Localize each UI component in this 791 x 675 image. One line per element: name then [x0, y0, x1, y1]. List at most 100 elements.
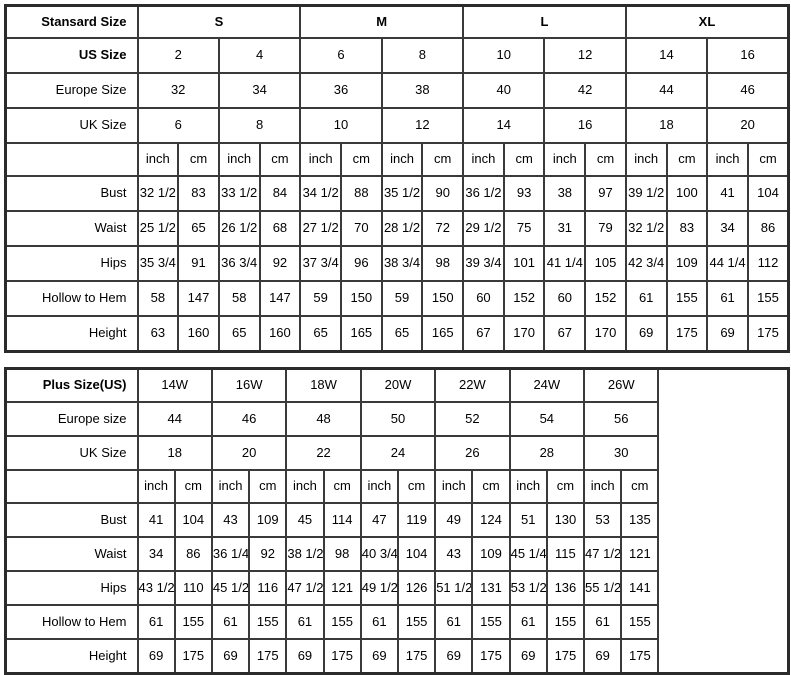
size-value: 8 [380, 37, 465, 74]
measurement-value: 155 [620, 604, 660, 640]
plus-size-row: UK Size 18 20 22 24 26 28 30 [4, 435, 789, 471]
measurement-value: 170 [584, 315, 627, 353]
unit-header-cm: cm [421, 142, 465, 177]
measurement-value: 59 [380, 280, 424, 317]
size-value: 12 [380, 107, 465, 144]
plus-size-header-18w: 18W [285, 367, 362, 403]
measurement-value: 26 1/2 [217, 210, 261, 247]
measurement-value: 45 [285, 502, 325, 538]
measurement-value: 36 1/2 [462, 175, 505, 212]
measurement-value: 141 [620, 570, 660, 606]
measurement-value: 47 1/2 [285, 570, 325, 606]
row-label-height: Height [4, 638, 139, 675]
row-label-hollow-to-hem: Hollow to Hem [4, 604, 139, 640]
unit-header-inch: inch [583, 469, 623, 504]
measurement-value: 175 [471, 638, 511, 675]
measurement-value: 49 1/2 [359, 570, 399, 606]
size-value: 18 [624, 107, 709, 144]
size-value: 18 [136, 435, 213, 471]
measurement-value: 69 [210, 638, 251, 675]
unit-header-cm: cm [502, 142, 546, 177]
unit-header-cm: cm [173, 469, 213, 504]
measurement-value: 96 [339, 245, 383, 282]
measurement-value: 155 [173, 604, 213, 640]
size-value: 24 [359, 435, 437, 471]
measurement-value: 88 [339, 175, 383, 212]
measurement-value: 175 [396, 638, 437, 675]
measurement-value: 65 [217, 315, 261, 353]
measurement-value: 86 [173, 536, 213, 572]
measurement-value: 104 [746, 175, 790, 212]
plus-measurement-row: Hollow to Hem 61 155 61 155 61 155 61 155 61 155 61… [4, 604, 789, 640]
measurement-value: 152 [584, 280, 627, 317]
measurement-row: Bust 32 1/2 83 33 1/2 84 34 1/2 88 35 1/2 90 36 1… [4, 175, 790, 212]
size-value: 46 [210, 401, 288, 437]
row-label-bust: Bust [4, 175, 139, 212]
measurement-value: 101 [502, 245, 546, 282]
measurement-value: 75 [502, 210, 546, 247]
size-value: 2 [136, 37, 220, 74]
measurement-value: 28 1/2 [380, 210, 424, 247]
size-group-header-l: L [462, 4, 627, 39]
plus-size-header-24w: 24W [508, 367, 586, 403]
measurement-value: 34 [136, 536, 176, 572]
unit-row-empty-corner [4, 142, 139, 177]
measurement-row: Waist 25 1/2 65 26 1/2 68 27 1/2 70 28 1/2 72 29 … [4, 210, 790, 247]
measurement-value: 51 1/2 [434, 570, 474, 606]
unit-header-row: inch cm inch cm inch cm inch cm inch cm inch cm inch… [4, 142, 790, 177]
unit-header-inch: inch [462, 142, 505, 177]
unit-header-inch: inch [136, 469, 176, 504]
measurement-value: 90 [421, 175, 465, 212]
measurement-value: 49 [434, 502, 474, 538]
measurement-value: 61 [624, 280, 668, 317]
measurement-value: 124 [471, 502, 511, 538]
measurement-value: 131 [471, 570, 511, 606]
size-value: 32 [136, 72, 220, 109]
plus-size-corner-label: Plus Size(US) [4, 367, 139, 403]
size-value: 56 [583, 401, 660, 437]
measurement-value: 160 [177, 315, 220, 353]
size-value: 16 [543, 107, 627, 144]
group-header-row: Stansard Size S M L XL [4, 4, 790, 39]
size-value: 28 [508, 435, 586, 471]
unit-header-inch: inch [380, 142, 424, 177]
measurement-value: 114 [322, 502, 362, 538]
measurement-value: 42 3/4 [624, 245, 668, 282]
measurement-value: 67 [543, 315, 587, 353]
measurement-value: 61 [285, 604, 325, 640]
measurement-value: 38 [543, 175, 587, 212]
plus-size-header-26w: 26W [583, 367, 660, 403]
measurement-value: 45 1/2 [210, 570, 251, 606]
size-value: 38 [380, 72, 465, 109]
size-row: Europe Size 32 34 36 38 40 42 44 46 [4, 72, 790, 109]
unit-header-inch: inch [299, 142, 342, 177]
unit-header-inch: inch [624, 142, 668, 177]
plus-unit-header-row: inch cm inch cm inch cm inch cm inch cm inch cm inch… [4, 469, 789, 504]
measurement-value: 51 [508, 502, 548, 538]
measurement-value: 110 [173, 570, 213, 606]
measurement-value: 121 [322, 570, 362, 606]
row-label-bust: Bust [4, 502, 139, 538]
row-label-us-size: US Size [4, 37, 139, 74]
size-value: 8 [217, 107, 302, 144]
measurement-value: 68 [258, 210, 302, 247]
unit-header-cm: cm [665, 142, 709, 177]
unit-header-inch: inch [359, 469, 399, 504]
measurement-value: 147 [258, 280, 302, 317]
measurement-value: 109 [471, 536, 511, 572]
size-value: 44 [136, 401, 213, 437]
row-label-uk-size: UK Size [4, 435, 139, 471]
measurement-value: 58 [136, 280, 180, 317]
measurement-value: 69 [624, 315, 668, 353]
measurement-value: 155 [545, 604, 586, 640]
measurement-value: 105 [584, 245, 627, 282]
plus-measurement-row: Hips 43 1/2 110 45 1/2 116 47 1/2 121 49 1/2 126… [4, 570, 789, 606]
measurement-value: 53 [583, 502, 623, 538]
measurement-value: 119 [396, 502, 437, 538]
unit-header-cm: cm [471, 469, 511, 504]
measurement-row: Hips 35 3/4 91 36 3/4 92 37 3/4 96 38 3/4 98 39 3… [4, 245, 790, 282]
measurement-value: 92 [258, 245, 302, 282]
row-label-europe-size: Europe Size [4, 72, 139, 109]
measurement-value: 25 1/2 [136, 210, 180, 247]
unit-header-cm: cm [746, 142, 790, 177]
